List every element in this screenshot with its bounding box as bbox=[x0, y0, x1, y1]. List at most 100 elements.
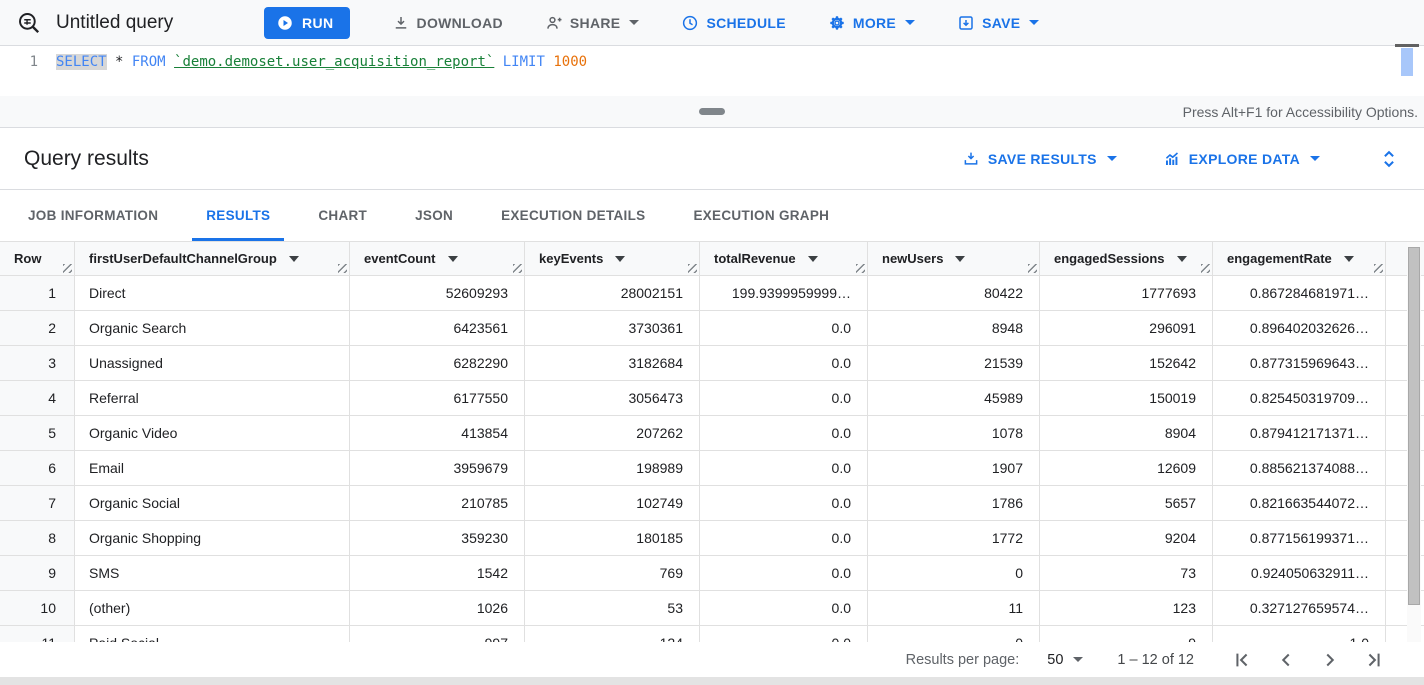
column-menu-icon[interactable] bbox=[615, 255, 626, 262]
column-resize-handle[interactable] bbox=[1028, 264, 1037, 273]
share-button[interactable]: SHARE bbox=[545, 14, 640, 32]
gear-icon bbox=[828, 14, 846, 32]
column-resize-handle[interactable] bbox=[1201, 264, 1210, 273]
table-cell: 1542 bbox=[350, 556, 525, 590]
results-tab-bar: JOB INFORMATION RESULTS CHART JSON EXECU… bbox=[0, 190, 1424, 242]
tab-results[interactable]: RESULTS bbox=[182, 190, 294, 241]
table-cell: Referral bbox=[75, 381, 350, 415]
schedule-button[interactable]: SCHEDULE bbox=[681, 14, 786, 32]
table-cell: 0.0 bbox=[700, 346, 868, 380]
table-cell: 52609293 bbox=[350, 276, 525, 310]
table-cell: 0.924050632911… bbox=[1213, 556, 1386, 590]
table-cell: 0.879412171371… bbox=[1213, 416, 1386, 450]
page-size-select[interactable]: 50 bbox=[1047, 652, 1084, 668]
play-icon bbox=[276, 14, 294, 32]
column-menu-icon[interactable] bbox=[1343, 255, 1354, 262]
row-number-cell: 8 bbox=[0, 521, 75, 555]
sql-table-reference-link[interactable]: `demo.demoset.user_acquisition_report` bbox=[174, 54, 495, 70]
table-vertical-scrollbar[interactable] bbox=[1407, 242, 1421, 642]
tab-json[interactable]: JSON bbox=[415, 208, 454, 223]
column-header-newUsers: newUsers bbox=[868, 242, 1040, 275]
column-menu-icon[interactable] bbox=[1176, 255, 1187, 262]
table-cell: 0.877156199371… bbox=[1213, 521, 1386, 555]
tab-execution-details[interactable]: EXECUTION DETAILS bbox=[501, 208, 646, 223]
table-cell: Organic Search bbox=[75, 311, 350, 345]
sql-code-line: 1 SELECT * FROM `demo.demoset.user_acqui… bbox=[0, 46, 1424, 70]
table-cell: 28002151 bbox=[525, 276, 700, 310]
table-cell: 12609 bbox=[1040, 451, 1213, 485]
sql-code: SELECT * FROM `demo.demoset.user_acquisi… bbox=[56, 54, 588, 70]
column-resize-handle[interactable] bbox=[513, 264, 522, 273]
column-resize-handle[interactable] bbox=[63, 264, 72, 273]
table-cell: 0.0 bbox=[700, 486, 868, 520]
query-tab-title: Untitled query bbox=[56, 11, 174, 33]
column-resize-handle[interactable] bbox=[856, 264, 865, 273]
editor-scrollbar-thumb[interactable] bbox=[1401, 48, 1413, 76]
chevron-down-icon bbox=[1029, 20, 1040, 25]
table-cell: 0.821663544072… bbox=[1213, 486, 1386, 520]
chevron-down-icon bbox=[629, 20, 640, 25]
column-resize-handle[interactable] bbox=[1374, 264, 1383, 273]
table-cell: 296091 bbox=[1040, 311, 1213, 345]
explore-data-button[interactable]: EXPLORE DATA bbox=[1163, 150, 1320, 168]
table-cell: 80422 bbox=[868, 276, 1040, 310]
row-number-cell: 10 bbox=[0, 591, 75, 625]
column-resize-handle[interactable] bbox=[338, 264, 347, 273]
column-menu-icon[interactable] bbox=[447, 255, 458, 262]
previous-page-button[interactable] bbox=[1264, 646, 1308, 674]
column-menu-icon[interactable] bbox=[288, 255, 299, 262]
horizontal-scrollbar-track[interactable] bbox=[0, 677, 1424, 685]
table-cell: 11 bbox=[868, 591, 1040, 625]
table-row: 4 Referral 6177550 3056473 0.0 45989 150019 0.8… bbox=[0, 381, 1424, 416]
column-header-eventCount: eventCount bbox=[350, 242, 525, 275]
save-results-button[interactable]: SAVE RESULTS bbox=[962, 150, 1117, 168]
more-button[interactable]: MORE bbox=[828, 14, 916, 32]
table-cell: 3959679 bbox=[350, 451, 525, 485]
column-header-engagementRate: engagementRate bbox=[1213, 242, 1386, 275]
chevron-down-icon bbox=[905, 20, 916, 25]
chevron-down-icon bbox=[1073, 657, 1084, 662]
tab-chart[interactable]: CHART bbox=[318, 208, 368, 223]
last-page-button[interactable] bbox=[1352, 646, 1396, 674]
row-number-cell: 9 bbox=[0, 556, 75, 590]
first-page-button[interactable] bbox=[1220, 646, 1264, 674]
table-cell: 210785 bbox=[350, 486, 525, 520]
chart-icon bbox=[1163, 150, 1181, 168]
table-row: 7 Organic Social 210785 102749 0.0 1786 5657 0.… bbox=[0, 486, 1424, 521]
row-number-cell: 4 bbox=[0, 381, 75, 415]
download-button[interactable]: DOWNLOAD bbox=[392, 14, 503, 32]
expand-results-button[interactable] bbox=[1378, 148, 1400, 170]
tab-execution-graph[interactable]: EXECUTION GRAPH bbox=[693, 208, 830, 223]
table-cell: Organic Video bbox=[75, 416, 350, 450]
table-row: 1 Direct 52609293 28002151 199.9399959999… 80… bbox=[0, 276, 1424, 311]
column-resize-handle[interactable] bbox=[688, 264, 697, 273]
table-cell: Direct bbox=[75, 276, 350, 310]
table-cell: 0.825450319709… bbox=[1213, 381, 1386, 415]
table-cell: Email bbox=[75, 451, 350, 485]
table-cell: 1786 bbox=[868, 486, 1040, 520]
splitter-drag-handle[interactable] bbox=[699, 108, 725, 115]
tab-job-information[interactable]: JOB INFORMATION bbox=[28, 208, 159, 223]
chevron-left-icon bbox=[1275, 649, 1297, 671]
sql-number-literal: 1000 bbox=[553, 54, 588, 70]
row-number-cell: 5 bbox=[0, 416, 75, 450]
results-per-page-label: Results per page: bbox=[905, 651, 1020, 668]
query-results-header: Query results SAVE RESULTS EXPLORE DATA bbox=[0, 128, 1424, 190]
save-icon bbox=[957, 14, 975, 32]
table-scrollbar-thumb[interactable] bbox=[1408, 247, 1420, 605]
table-cell: 0.0 bbox=[700, 451, 868, 485]
column-menu-icon[interactable] bbox=[955, 255, 966, 262]
row-number-cell: 3 bbox=[0, 346, 75, 380]
table-cell: 0.0 bbox=[700, 521, 868, 555]
accessibility-note: Press Alt+F1 for Accessibility Options. bbox=[1182, 103, 1418, 120]
save-button[interactable]: SAVE bbox=[957, 14, 1040, 32]
table-cell: 6177550 bbox=[350, 381, 525, 415]
first-page-icon bbox=[1231, 649, 1253, 671]
run-button[interactable]: RUN bbox=[264, 6, 350, 39]
results-title: Query results bbox=[24, 146, 149, 170]
table-cell: 102749 bbox=[525, 486, 700, 520]
next-page-button[interactable] bbox=[1308, 646, 1352, 674]
sql-keyword-from: FROM bbox=[131, 54, 166, 70]
sql-editor[interactable]: 1 SELECT * FROM `demo.demoset.user_acqui… bbox=[0, 44, 1424, 96]
column-menu-icon[interactable] bbox=[807, 255, 818, 262]
